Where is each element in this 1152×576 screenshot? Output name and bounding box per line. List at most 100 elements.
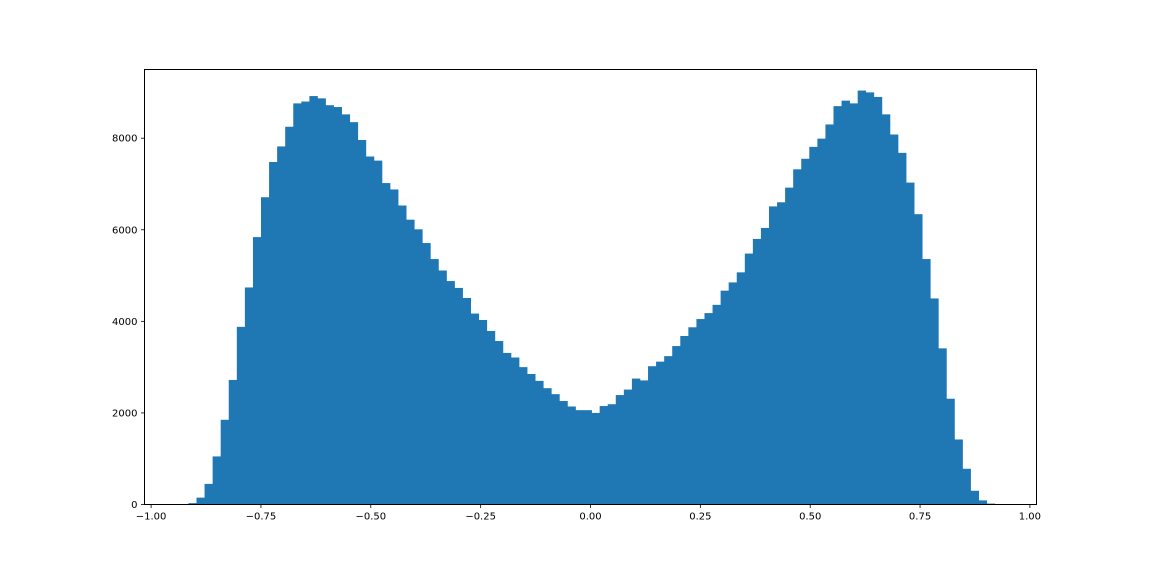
histogram-bar — [527, 374, 536, 505]
histogram-bar — [865, 92, 875, 505]
histogram-bar — [317, 98, 326, 505]
histogram-bar — [583, 410, 592, 505]
histogram-bar — [567, 406, 576, 505]
histogram-bar — [212, 456, 222, 505]
histogram-bar — [768, 206, 778, 505]
histogram-bar — [325, 105, 334, 505]
histogram-bar — [333, 107, 342, 505]
histogram-bar — [599, 406, 609, 505]
histogram-bar — [889, 134, 899, 505]
histogram-bar — [914, 214, 923, 505]
histogram-bar — [696, 319, 705, 505]
x-axis: −1.00 −0.75 −0.50 −0.25 0.00 0.25 0.50 0.75 1.00 — [136, 504, 1041, 523]
histogram-bar — [277, 146, 286, 505]
histogram-bar — [519, 367, 528, 505]
histogram-bar — [728, 282, 738, 505]
x-tick-label: −0.75 — [246, 512, 277, 523]
histogram-bar — [349, 122, 359, 505]
histogram-bar — [736, 272, 746, 505]
histogram-bar — [793, 169, 802, 505]
histogram-bar — [261, 197, 270, 505]
histogram-bar — [639, 380, 649, 505]
histogram-bar — [406, 219, 415, 505]
histogram-bar — [672, 346, 681, 505]
x-tick-label: 0.00 — [579, 512, 601, 523]
histogram-bar — [752, 238, 762, 505]
histogram-bar — [841, 100, 850, 505]
histogram-bar — [607, 404, 617, 505]
histogram-bar — [236, 326, 246, 505]
histogram-bar — [801, 158, 810, 505]
x-tick-label: −1.00 — [136, 512, 167, 523]
histogram-bar — [744, 253, 754, 505]
histogram-bar — [365, 156, 375, 505]
y-tick-label: 2000 — [112, 408, 137, 419]
histogram-bar — [648, 366, 657, 505]
x-tick-label: 0.25 — [689, 512, 711, 523]
histogram-bar — [285, 126, 294, 505]
y-tick-label: 8000 — [112, 134, 137, 145]
histogram-bar — [615, 395, 625, 505]
histogram-bar — [204, 483, 213, 505]
histogram-bar — [438, 270, 447, 505]
histogram-bar — [543, 388, 552, 505]
histogram-bar — [454, 287, 463, 505]
histogram-bar — [704, 313, 713, 505]
histogram-bar — [228, 379, 238, 505]
histogram-bar — [817, 138, 826, 505]
histogram-bar — [849, 103, 859, 505]
x-tick-label: 1.00 — [1019, 512, 1041, 523]
histogram-bar — [623, 389, 633, 505]
histogram-bar — [293, 103, 302, 505]
histogram-bar — [446, 281, 455, 505]
x-tick-label: −0.25 — [465, 512, 496, 523]
histogram-bar — [559, 401, 568, 505]
y-tick-label: 6000 — [112, 225, 137, 236]
histogram-bar — [494, 341, 504, 505]
histogram-bar — [551, 394, 560, 505]
histogram-bar — [196, 497, 205, 505]
histogram-bar — [301, 101, 310, 505]
histogram-bar — [575, 410, 584, 505]
histogram-bar — [930, 298, 939, 505]
histogram-bar — [486, 330, 496, 505]
histogram-bar — [357, 140, 367, 505]
histogram-bar — [712, 304, 721, 505]
histogram-bar — [760, 227, 770, 505]
x-tick-label: −0.50 — [355, 512, 386, 523]
histogram-bar — [252, 237, 262, 505]
histogram-bar — [631, 378, 641, 505]
histogram-bar — [688, 327, 697, 505]
x-tick-label: 0.50 — [799, 512, 821, 523]
histogram-bar — [680, 335, 689, 505]
histogram-bar — [381, 183, 391, 505]
histogram-bar — [510, 357, 520, 505]
y-axis: 0 2000 4000 6000 8000 — [112, 134, 145, 511]
histogram-bar — [785, 187, 794, 505]
histogram-bar — [970, 490, 979, 505]
histogram-bar — [398, 205, 407, 505]
histogram-bar — [309, 96, 318, 505]
histogram-bar — [414, 229, 423, 505]
histogram-bar — [462, 297, 471, 505]
histogram-bar — [422, 243, 431, 505]
histogram-bar — [873, 96, 883, 505]
histogram-bar — [825, 124, 834, 505]
histogram-bar — [188, 503, 197, 505]
histogram-bar — [502, 352, 512, 505]
histogram-bar — [857, 90, 867, 505]
histogram-bar — [938, 348, 947, 505]
histogram-bar — [922, 259, 931, 505]
histogram-bar — [591, 412, 601, 505]
histogram-bar — [906, 182, 915, 505]
histogram-bar — [898, 152, 907, 505]
histogram-bar — [720, 290, 730, 505]
histogram-bar — [269, 161, 278, 505]
histogram-bars — [188, 90, 996, 505]
histogram-bar — [954, 439, 963, 505]
histogram-bar — [244, 287, 254, 505]
histogram-bar — [535, 380, 544, 505]
histogram-bar — [470, 313, 480, 505]
y-tick-label: 0 — [131, 500, 137, 511]
